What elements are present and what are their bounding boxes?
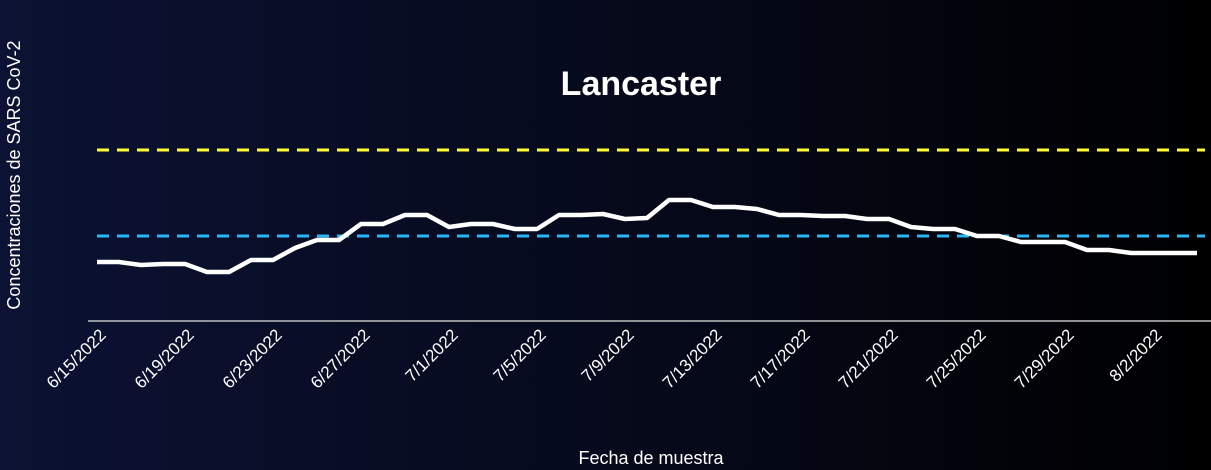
data-line (97, 197, 1197, 275)
x-axis-label: Fecha de muestra (578, 448, 724, 468)
y-axis-label: Concentraciones de SARS CoV-2 (4, 40, 24, 309)
chart-title: Lancaster (561, 65, 722, 103)
